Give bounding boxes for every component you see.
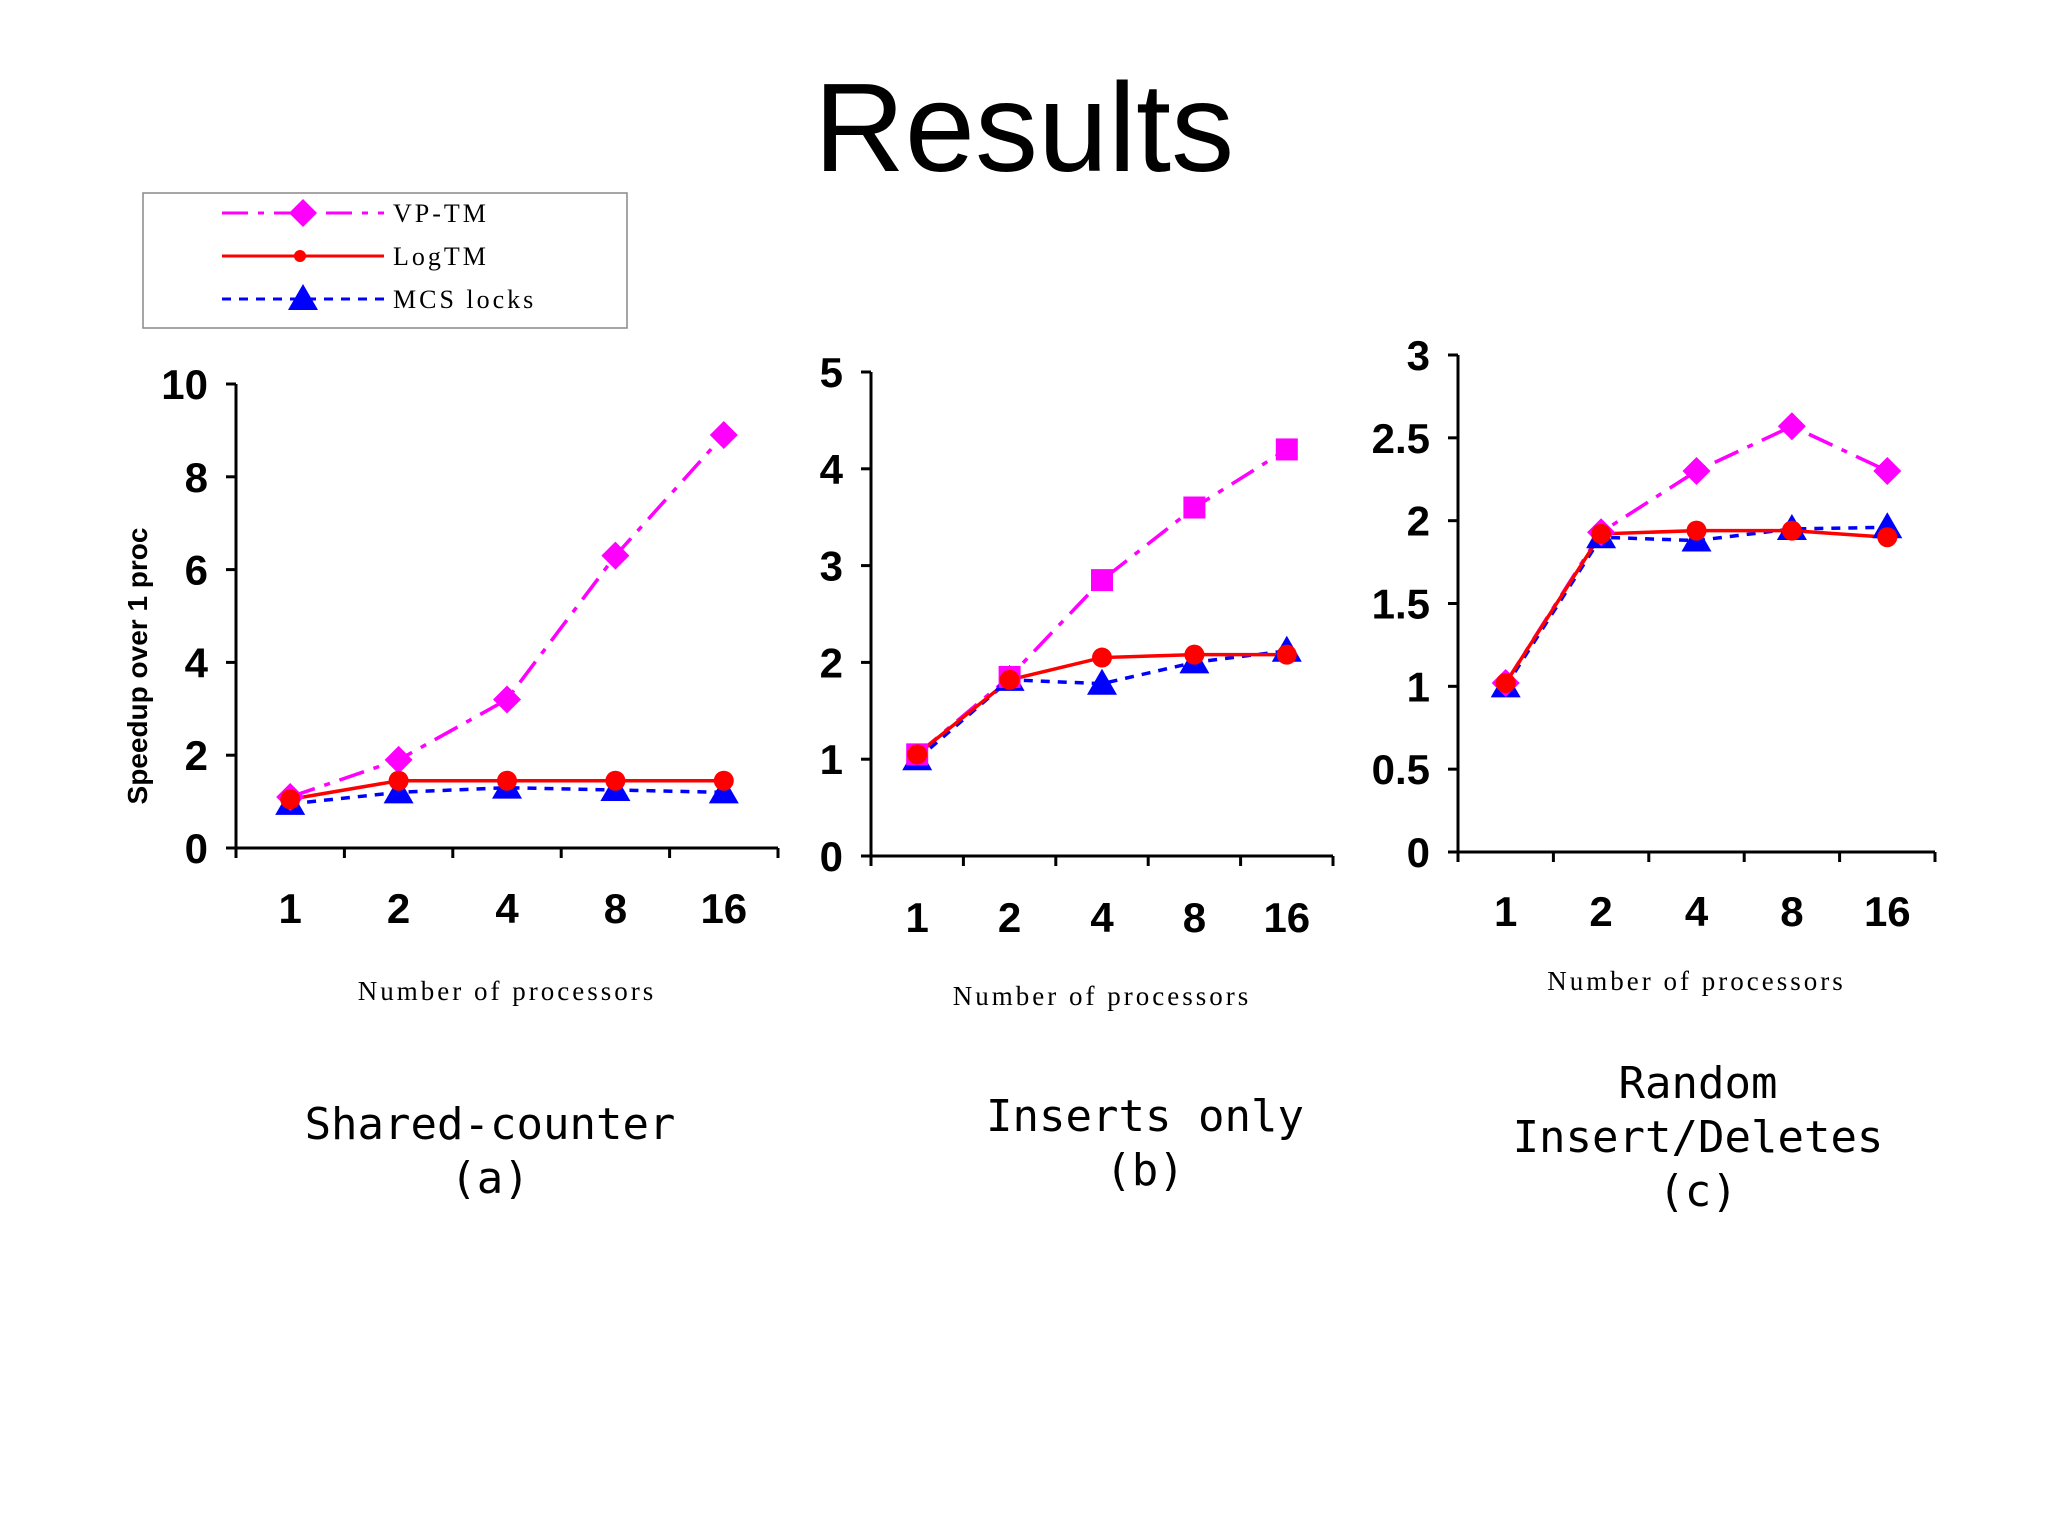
caption-line: (b) — [1105, 1145, 1185, 1196]
series-mcs-locks — [916, 649, 1288, 761]
y-tick-label: 1.5 — [1372, 581, 1430, 628]
y-tick-label: 2.5 — [1372, 415, 1430, 462]
point-vp-tm — [1275, 438, 1298, 461]
point-vp-tm — [1091, 569, 1113, 592]
point-vp-tm — [384, 745, 413, 774]
y-tick-label: 0.5 — [1372, 746, 1430, 793]
series-line-logtm — [1504, 528, 1888, 684]
x-tick-label: 8 — [1183, 894, 1206, 941]
point-vp-tm — [1873, 456, 1902, 485]
series-mcs-locks — [290, 785, 724, 806]
chart-inserts-only: 0 1 2 3 4 5 1 2 4 8 16 Number of processors — [820, 349, 1335, 1011]
x-tick-label: 8 — [604, 885, 627, 932]
y-tick-label: 4 — [820, 446, 844, 493]
x-tick-label: 16 — [1263, 894, 1310, 941]
y-tick-label: 2 — [1407, 498, 1430, 545]
y-tick-label: 6 — [185, 547, 208, 594]
series-line-vp-tm — [289, 433, 726, 799]
legend: VP-TM LogTM MCS locks — [142, 192, 628, 329]
point-logtm — [280, 789, 301, 810]
y-tick-label: 2 — [185, 732, 208, 779]
legend-marker-vp-tm — [289, 199, 317, 227]
x-tick-label: 16 — [700, 885, 747, 932]
series-line-mcs-locks — [290, 785, 724, 806]
legend-box — [142, 192, 628, 329]
y-tick-label: 0 — [185, 825, 208, 872]
slide-title: Results — [813, 57, 1235, 198]
point-logtm — [1276, 644, 1297, 665]
point-vp-tm — [1682, 456, 1711, 485]
legend-marker-logtm — [294, 250, 306, 262]
y-tick-label: 2 — [820, 639, 843, 686]
x-tick-label: 4 — [1090, 894, 1114, 941]
y-tick-label: 3 — [820, 543, 843, 590]
y-tick-label: 1 — [1407, 663, 1430, 710]
y-tick-label: 5 — [820, 349, 843, 396]
point-logtm — [1591, 523, 1612, 544]
x-tick-label: 2 — [998, 894, 1021, 941]
series-logtm — [1504, 528, 1888, 684]
series-line-mcs-locks — [916, 649, 1288, 761]
y-tick-label: 1 — [820, 736, 843, 783]
x-tick-label: 1 — [279, 885, 302, 932]
series-vp-tm — [289, 433, 726, 799]
caption-line: Random — [1618, 1058, 1778, 1109]
y-tick-label: 10 — [161, 361, 208, 408]
point-mcs-locks — [1087, 668, 1117, 695]
y-tick-label: 4 — [185, 639, 209, 686]
point-logtm — [497, 770, 517, 791]
chart-random-insert-deletes: 0 0.5 1 1.5 2 2.5 3 1 2 4 8 16 Number of processors — [1372, 332, 1937, 996]
y-tick-label: 0 — [1407, 829, 1430, 876]
point-logtm — [1686, 520, 1707, 541]
caption-line: (c) — [1658, 1166, 1738, 1217]
y-axis-label: Speedup over 1 proc — [122, 528, 153, 805]
point-logtm — [999, 669, 1020, 690]
caption-line: Inserts only — [986, 1091, 1304, 1142]
y-tick-label: 8 — [185, 454, 208, 501]
caption-shared-counter: Shared-counter (a) — [190, 1098, 790, 1206]
y-tick-label: 0 — [820, 833, 843, 880]
point-logtm — [388, 770, 409, 791]
caption-inserts-only: Inserts only (b) — [845, 1090, 1445, 1198]
x-axis-label: Number of processors — [953, 981, 1251, 1011]
point-logtm — [1495, 673, 1516, 694]
point-logtm — [713, 770, 734, 791]
x-axis-label: Number of processors — [358, 976, 656, 1006]
point-vp-tm — [1183, 496, 1206, 519]
x-tick-label: 1 — [1494, 888, 1517, 935]
point-logtm — [605, 770, 626, 791]
caption-random-insert-deletes: Random Insert/Deletes (c) — [1398, 1057, 1998, 1219]
caption-line: (a) — [450, 1153, 530, 1204]
point-logtm — [1877, 527, 1898, 548]
point-logtm — [907, 744, 928, 765]
caption-line: Insert/Deletes — [1512, 1112, 1884, 1163]
x-tick-label: 16 — [1864, 888, 1911, 935]
caption-line: Shared-counter — [304, 1099, 676, 1150]
x-tick-label: 8 — [1780, 888, 1803, 935]
legend-label-vp-tm: VP-TM — [393, 199, 489, 228]
point-vp-tm — [709, 421, 738, 450]
point-logtm — [1184, 644, 1205, 665]
x-tick-label: 1 — [906, 894, 929, 941]
x-tick-label: 4 — [1685, 888, 1709, 935]
point-vp-tm — [493, 685, 521, 714]
legend-marker-mcs-locks — [288, 284, 318, 310]
x-axis-label: Number of processors — [1547, 966, 1845, 996]
x-tick-label: 4 — [495, 885, 519, 932]
point-logtm — [1781, 520, 1802, 541]
legend-label-mcs-locks: MCS locks — [393, 285, 536, 314]
x-tick-label: 2 — [387, 885, 410, 932]
point-vp-tm — [601, 541, 630, 570]
point-logtm — [1092, 647, 1112, 668]
legend-label-logtm: LogTM — [393, 242, 489, 271]
x-tick-label: 2 — [1589, 888, 1612, 935]
y-tick-label: 3 — [1407, 332, 1430, 379]
point-vp-tm — [1777, 412, 1806, 441]
